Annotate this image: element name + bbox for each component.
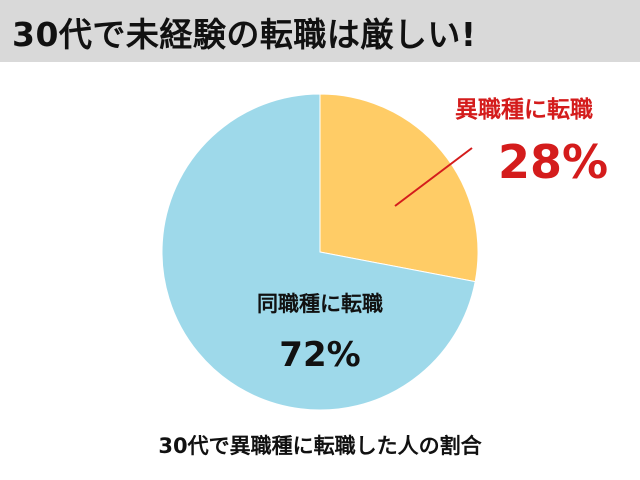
chart-caption: 30代で異職種に転職した人の割合: [158, 434, 482, 458]
pie-slice-0: [319, 93, 479, 283]
slice-label-same-job: 同職種に転職: [257, 292, 383, 316]
pie-slices: [161, 93, 479, 411]
title-bar: 30代で未経験の転職は厳しい!: [0, 0, 640, 62]
page-title: 30代で未経験の転職は厳しい!: [12, 15, 477, 54]
slice-value-other-job: 28%: [498, 135, 608, 189]
slice-value-same-job: 72%: [279, 335, 360, 375]
slice-label-other-job: 異職種に転職: [455, 96, 593, 123]
pie-slice-1: [161, 93, 476, 411]
slice-leader-line: [394, 147, 473, 207]
